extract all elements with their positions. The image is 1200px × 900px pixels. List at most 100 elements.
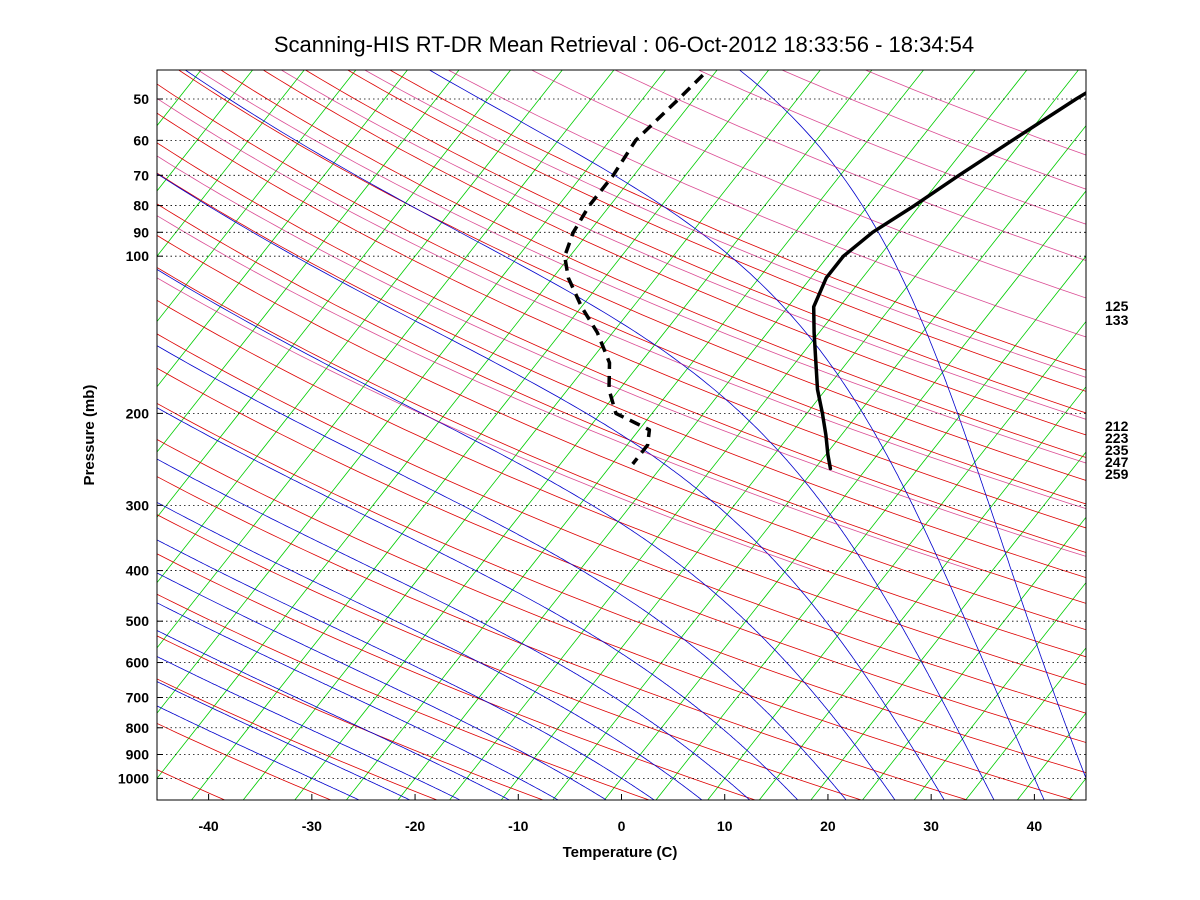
dry-adiabat-line [157,333,1086,714]
moist-adiabat-line [428,70,1045,800]
y-tick-label: 80 [133,198,149,214]
isotherm-line [157,70,305,257]
dry-adiabat-line [304,70,1086,414]
y-axis-ticks: 50 60 70 80 90 100 200 300 400 500 600 700 800 900 100… [118,91,163,786]
isotherm-line [861,516,1086,800]
dry-adiabat-line [157,203,1086,604]
x-tick-label: 10 [717,818,733,834]
y-axis-label: Pressure (mb) [81,385,98,486]
dry-adiabat-line [157,299,1086,686]
isotherm-line [1068,777,1086,800]
moist-adiabat-line [157,345,847,800]
x-tick-label: 0 [618,818,626,834]
dewpoint-profile-line [562,73,705,466]
dry-adiabat-line [157,367,1086,743]
moist-adiabat-line [157,602,560,800]
x-tick-label: -40 [198,818,218,834]
isotherm-line [500,70,1079,800]
stratosphere-curve [614,70,1086,261]
isotherm-line [655,255,1086,800]
dry-adiabat-line [177,70,1086,481]
y-tick-label: 200 [126,405,150,421]
dry-adiabat-line [157,476,969,800]
isotherm-line [810,451,1086,800]
isotherm-line [0,48,12,810]
y-tick-label: 1000 [118,770,149,786]
moist-adiabat-line [157,539,655,800]
y-tick-label: 600 [126,655,150,671]
dry-adiabat-line [157,172,1086,579]
moist-adiabat-line [157,268,896,800]
y-tick-label: 70 [133,167,149,183]
isotherm-line [0,48,63,810]
isotherm-line [157,70,667,714]
right-label: 125 [1105,298,1129,314]
isotherm-line [707,320,1086,800]
x-tick-label: -10 [508,818,528,834]
stratosphere-curve [280,70,1086,420]
moist-adiabat-line [157,173,945,800]
dry-adiabat-line [157,402,1086,774]
stratosphere-curve [780,70,1086,190]
y-tick-label: 100 [126,248,150,264]
isotherm-line [965,647,1086,800]
moist-adiabat-line [157,656,461,800]
isotherm-line [913,581,1086,800]
dry-adiabat-line [220,70,1086,458]
y-tick-label: 300 [126,497,150,513]
profile-series [562,73,1086,471]
x-axis-label: Temperature (C) [563,844,678,861]
dry-adiabat-line [157,439,1075,800]
pressure-gridlines [157,98,1086,779]
y-tick-label: 60 [133,132,149,148]
stratosphere-curve [530,70,1086,299]
dry-adiabat-line [157,267,1086,658]
right-label: 223 [1105,430,1129,446]
dry-adiabat-line [157,635,545,800]
stratosphere-curve [157,155,1086,557]
x-tick-label: 40 [1027,818,1043,834]
dry-adiabat-line [157,112,1086,529]
stratosphere-curve [447,70,1086,338]
moist-adiabat-line [157,572,608,800]
moist-adiabat-line [157,407,799,800]
dry-adiabat-line [157,593,651,800]
chart-title: Scanning-HIS RT-DR Mean Retrieval : 06-O… [274,32,974,57]
stratosphere-curve [363,70,1086,378]
isotherm-line [157,70,408,388]
isotherm-line [157,70,718,780]
temperature-profile-line [811,90,1086,471]
stratosphere-curve [157,98,1086,510]
isotherm-line [1164,48,1200,810]
right-label: 133 [1105,312,1129,328]
x-tick-label: -20 [405,818,425,834]
isotherm-line [603,190,1086,800]
dry-adiabat-line [157,553,757,800]
stratosphere-curve [697,70,1086,225]
right-label: 259 [1105,466,1129,482]
stratosphere-curve [157,277,816,571]
right-label: 247 [1105,454,1129,470]
moist-adiabat-line [157,681,411,800]
moist-adiabat-line [157,630,511,800]
right-label: 212 [1105,418,1129,434]
dry-adiabat-line [157,723,332,800]
dry-adiabat-line [0,48,131,805]
dry-adiabat-line [346,70,1086,392]
isotherm-line [157,70,512,518]
dry-adiabat-line [157,234,1086,631]
y-tick-label: 700 [126,689,150,705]
isotherm-line [157,70,460,453]
dry-adiabat-line [157,83,1086,505]
y-tick-label: 900 [126,746,150,762]
dry-adiabat-line [262,70,1086,436]
isotherm-line [157,70,202,127]
x-axis-ticks: -40 -30 -20 -10 0 10 20 30 40 [198,794,1042,834]
x-tick-label: 30 [923,818,939,834]
moist-adiabat-line [157,501,703,800]
isotherm-line [190,70,770,800]
dry-adiabat-line [157,769,226,800]
isotherm-line [397,70,976,800]
